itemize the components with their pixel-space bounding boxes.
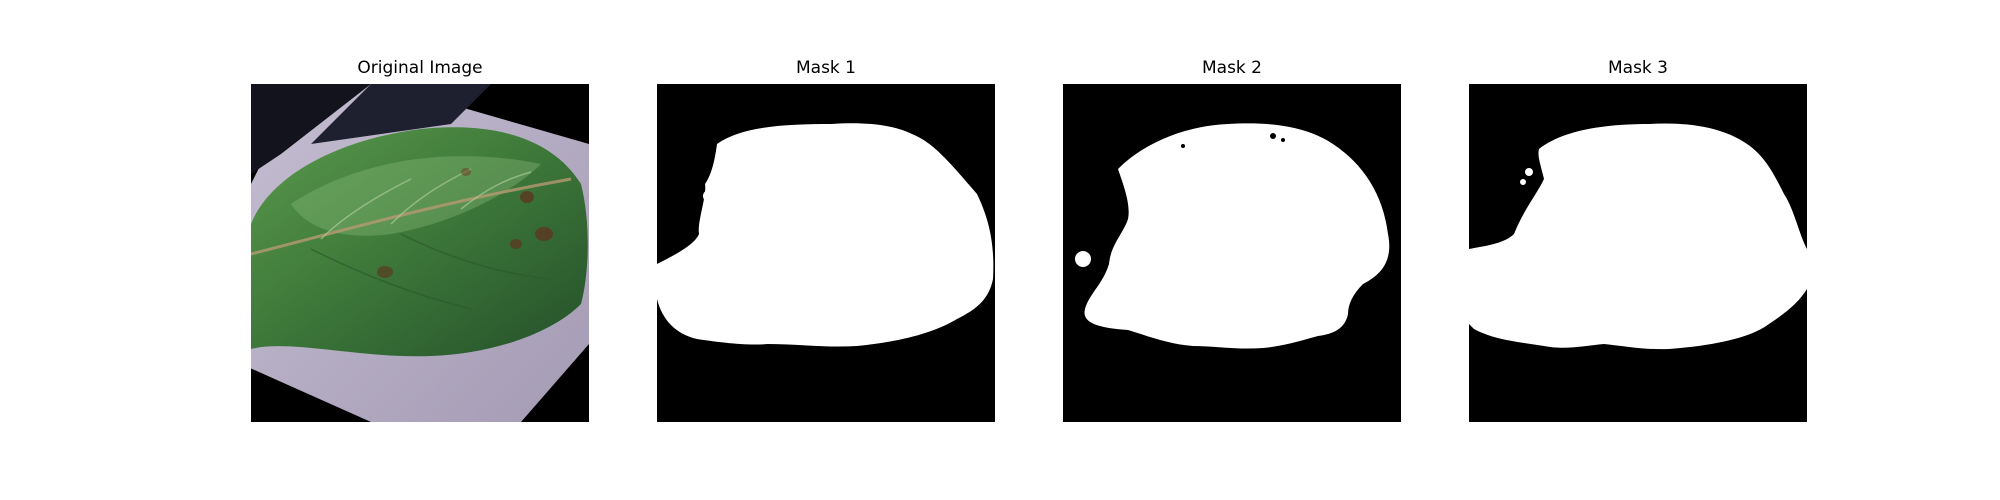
panel-title: Original Image bbox=[357, 58, 483, 78]
panel-mask-1: Mask 1 bbox=[657, 0, 995, 500]
panel-title: Mask 2 bbox=[1201, 58, 1262, 78]
original-leaf-image bbox=[251, 84, 589, 422]
panel-mask-3: Mask 3 bbox=[1469, 0, 1807, 500]
panel-mask-2: Mask 2 bbox=[1063, 0, 1401, 500]
panel-title: Mask 1 bbox=[795, 58, 856, 78]
panel-original: Original Image bbox=[251, 0, 589, 500]
panel-title: Mask 3 bbox=[1607, 58, 1668, 78]
mask-1-image bbox=[657, 84, 995, 422]
mask-3-image bbox=[1469, 84, 1807, 422]
mask-2-image bbox=[1063, 84, 1401, 422]
